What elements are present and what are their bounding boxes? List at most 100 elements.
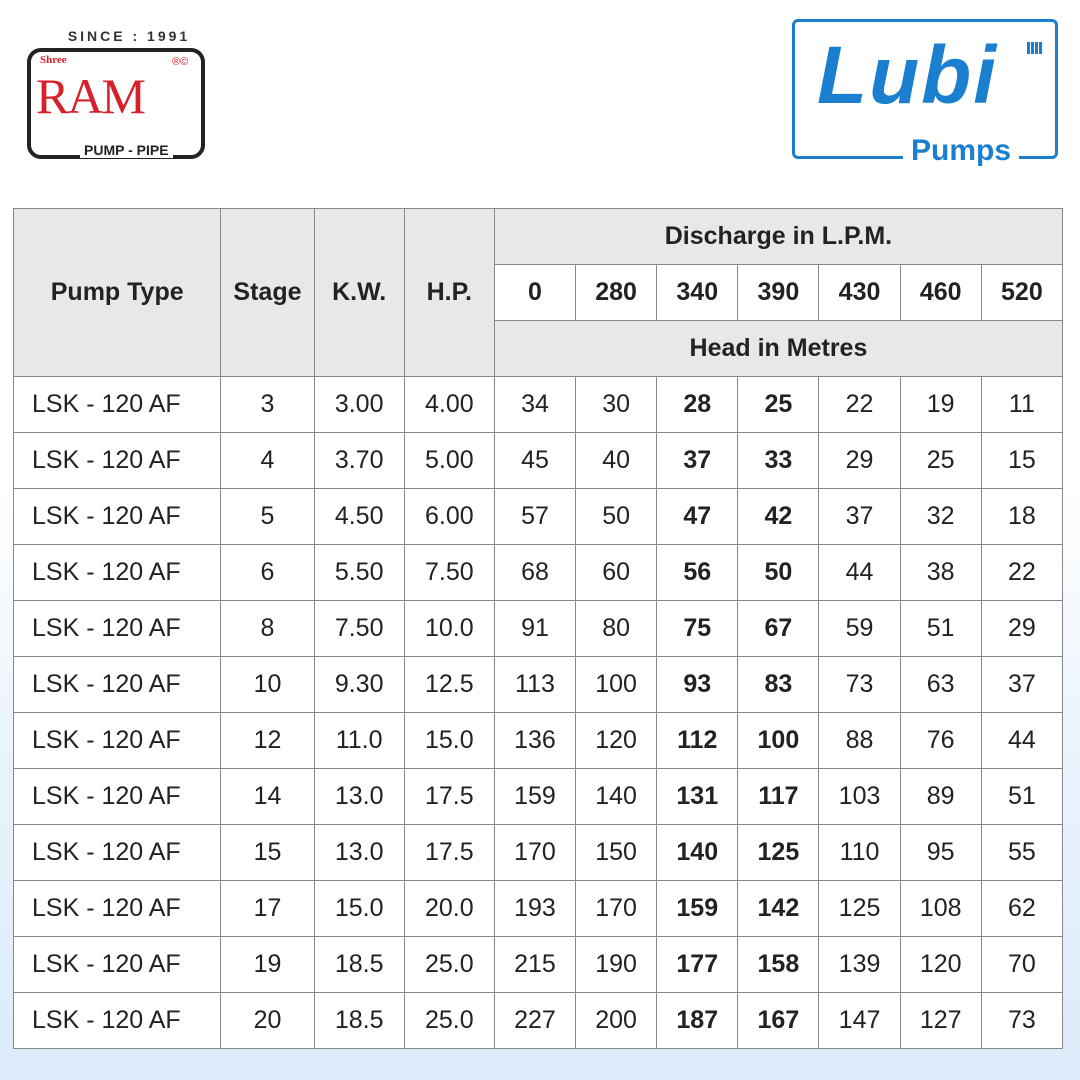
- head-cell: 100: [575, 656, 658, 713]
- head-cell: 51: [980, 768, 1064, 825]
- hp-cell: 15.0: [403, 712, 495, 769]
- header-pump-type: Pump Type: [12, 208, 222, 377]
- stage-cell: 20: [220, 992, 315, 1049]
- head-cell: 113: [493, 656, 577, 713]
- head-cell: 59: [818, 600, 901, 657]
- pump-type-cell: LSK - 120 AF: [12, 768, 222, 825]
- grid-icon: [1027, 42, 1043, 54]
- kw-cell: 9.30: [313, 656, 405, 713]
- table-row: LSK - 120 AF 20 18.5 25.0 227 200 187 167 147 127…: [12, 992, 1064, 1049]
- kw-cell: 3.70: [313, 432, 405, 489]
- head-cell: 117: [737, 768, 820, 825]
- head-cell: 167: [737, 992, 820, 1049]
- hp-cell: 25.0: [403, 936, 495, 993]
- head-cell: 91: [493, 600, 577, 657]
- pump-type-cell: LSK - 120 AF: [12, 712, 222, 769]
- discharge-value: 280: [575, 264, 658, 321]
- head-cell: 30: [575, 376, 658, 433]
- head-cell: 44: [818, 544, 901, 601]
- header-discharge: Discharge in L.P.M.: [493, 208, 1064, 265]
- hp-cell: 6.00: [403, 488, 495, 545]
- head-cell: 142: [737, 880, 820, 937]
- head-cell: 170: [575, 880, 658, 937]
- header-kw: K.W.: [313, 208, 405, 377]
- hp-cell: 5.00: [403, 432, 495, 489]
- head-cell: 57: [493, 488, 577, 545]
- stage-cell: 5: [220, 488, 315, 545]
- registered-mark: ®©: [172, 56, 189, 68]
- head-cell: 67: [737, 600, 820, 657]
- hp-cell: 17.5: [403, 768, 495, 825]
- pump-type-cell: LSK - 120 AF: [12, 824, 222, 881]
- head-cell: 120: [899, 936, 982, 993]
- head-cell: 68: [493, 544, 577, 601]
- head-cell: 150: [575, 824, 658, 881]
- head-cell: 73: [980, 992, 1064, 1049]
- head-cell: 37: [656, 432, 739, 489]
- table-row: LSK - 120 AF 8 7.50 10.0 91 80 75 67 59 51 29: [12, 600, 1064, 657]
- head-cell: 37: [818, 488, 901, 545]
- head-cell: 110: [818, 824, 901, 881]
- discharge-value: 340: [656, 264, 739, 321]
- since-text: SINCE : 1991: [67, 28, 191, 44]
- stage-cell: 17: [220, 880, 315, 937]
- hp-cell: 12.5: [403, 656, 495, 713]
- head-cell: 22: [980, 544, 1064, 601]
- head-cell: 108: [899, 880, 982, 937]
- head-cell: 19: [899, 376, 982, 433]
- head-cell: 47: [656, 488, 739, 545]
- kw-cell: 11.0: [313, 712, 405, 769]
- head-cell: 125: [737, 824, 820, 881]
- kw-cell: 18.5: [313, 936, 405, 993]
- discharge-value: 460: [899, 264, 982, 321]
- head-cell: 76: [899, 712, 982, 769]
- head-cell: 29: [980, 600, 1064, 657]
- kw-cell: 4.50: [313, 488, 405, 545]
- kw-cell: 13.0: [313, 768, 405, 825]
- table-row: LSK - 120 AF 14 13.0 17.5 159 140 131 117 103 89 5…: [12, 768, 1064, 825]
- hp-cell: 20.0: [403, 880, 495, 937]
- head-cell: 50: [737, 544, 820, 601]
- head-cell: 80: [575, 600, 658, 657]
- table-row: LSK - 120 AF 3 3.00 4.00 34 30 28 25 22 19 11: [12, 376, 1064, 433]
- head-cell: 42: [737, 488, 820, 545]
- head-cell: 55: [980, 824, 1064, 881]
- head-cell: 56: [656, 544, 739, 601]
- discharge-value: 390: [737, 264, 820, 321]
- head-cell: 140: [575, 768, 658, 825]
- head-cell: 177: [656, 936, 739, 993]
- head-cell: 44: [980, 712, 1064, 769]
- header-head: Head in Metres: [493, 320, 1064, 377]
- head-cell: 18: [980, 488, 1064, 545]
- kw-cell: 5.50: [313, 544, 405, 601]
- head-cell: 147: [818, 992, 901, 1049]
- head-cell: 40: [575, 432, 658, 489]
- discharge-value: 520: [980, 264, 1064, 321]
- head-cell: 136: [493, 712, 577, 769]
- pump-type-cell: LSK - 120 AF: [12, 656, 222, 713]
- head-cell: 51: [899, 600, 982, 657]
- head-cell: 25: [737, 376, 820, 433]
- head-cell: 190: [575, 936, 658, 993]
- header-hp: H.P.: [403, 208, 495, 377]
- lubi-text: Lubi: [817, 30, 999, 121]
- kw-cell: 15.0: [313, 880, 405, 937]
- head-cell: 50: [575, 488, 658, 545]
- discharge-value: 0: [493, 264, 577, 321]
- stage-cell: 8: [220, 600, 315, 657]
- head-cell: 63: [899, 656, 982, 713]
- tagline: PUMP - PIPE: [80, 142, 173, 158]
- head-cell: 227: [493, 992, 577, 1049]
- lubi-logo: Lubi Pumps: [792, 19, 1058, 168]
- head-cell: 95: [899, 824, 982, 881]
- hp-cell: 10.0: [403, 600, 495, 657]
- head-cell: 112: [656, 712, 739, 769]
- pump-spec-table: Pump Type Stage K.W. H.P. Discharge in L…: [12, 208, 1064, 1049]
- head-cell: 193: [493, 880, 577, 937]
- head-cell: 34: [493, 376, 577, 433]
- pump-type-cell: LSK - 120 AF: [12, 376, 222, 433]
- head-cell: 120: [575, 712, 658, 769]
- pump-type-cell: LSK - 120 AF: [12, 936, 222, 993]
- kw-cell: 3.00: [313, 376, 405, 433]
- head-cell: 32: [899, 488, 982, 545]
